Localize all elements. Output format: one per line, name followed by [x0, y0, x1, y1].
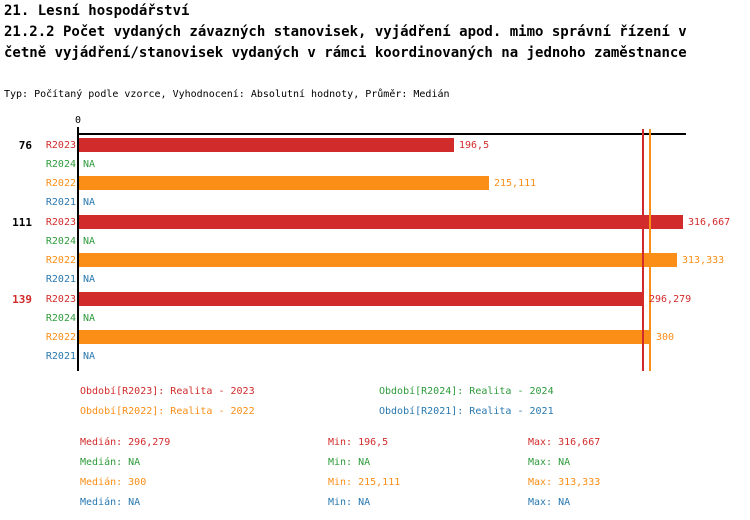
series-label: R2021 [45, 197, 76, 208]
series-label: R2022 [45, 255, 76, 266]
report-meta-line: Typ: Počítaný podle vzorce, Vyhodnocení:… [4, 89, 450, 100]
series-label: R2024 [45, 313, 76, 324]
bar-na-label: NA [83, 274, 96, 285]
stat-max: Max: NA [528, 457, 571, 468]
group-label: 139 [12, 293, 32, 306]
stat-max: Max: NA [528, 497, 571, 508]
bar-value-label: 316,667 [688, 217, 731, 228]
report-title-line1: 21. Lesní hospodářství [4, 3, 190, 19]
y-axis-line [77, 127, 79, 371]
bar-na-label: NA [83, 351, 96, 362]
bar-value-label: 300 [656, 332, 675, 343]
stat-min: Min: 215,111 [328, 477, 401, 488]
bar-na-label: NA [83, 159, 96, 170]
bar [79, 138, 454, 152]
bar-na-label: NA [83, 236, 96, 247]
stat-median: Medián: NA [80, 497, 141, 508]
legend-item: Období[R2024]: Realita - 2024 [379, 386, 554, 397]
median-line [642, 129, 644, 371]
bar [79, 215, 683, 229]
stat-max: Max: 313,333 [528, 477, 601, 488]
bar [79, 330, 651, 344]
bar [79, 253, 677, 267]
group-label: 76 [18, 139, 32, 152]
bar-value-label: 313,333 [682, 255, 725, 266]
series-label: R2022 [45, 178, 76, 189]
median-line [649, 129, 651, 371]
stat-max: Max: 316,667 [528, 437, 601, 448]
series-label: R2024 [45, 159, 76, 170]
report-title-line2: 21.2.2 Počet vydaných závazných stanovis… [4, 24, 687, 40]
bar-na-label: NA [83, 313, 96, 324]
series-label: R2023 [45, 140, 76, 151]
series-label: R2024 [45, 236, 76, 247]
stat-median: Medián: NA [80, 457, 141, 468]
series-label: R2023 [45, 294, 76, 305]
series-label: R2021 [45, 274, 76, 285]
stat-median: Medián: 296,279 [80, 437, 171, 448]
bar-na-label: NA [83, 197, 96, 208]
x-axis-zero-label: 0 [74, 115, 82, 126]
bar-value-label: 196,5 [459, 140, 490, 151]
stat-min: Min: 196,5 [328, 437, 389, 448]
legend-item: Období[R2022]: Realita - 2022 [80, 406, 255, 417]
group-label: 111 [12, 216, 32, 229]
stat-median: Medián: 300 [80, 477, 147, 488]
legend-item: Období[R2021]: Realita - 2021 [379, 406, 554, 417]
series-label: R2023 [45, 217, 76, 228]
x-axis-line [78, 133, 686, 135]
legend-item: Období[R2023]: Realita - 2023 [80, 386, 255, 397]
series-label: R2022 [45, 332, 76, 343]
bar [79, 176, 489, 190]
bar-value-label: 215,111 [494, 178, 537, 189]
stat-min: Min: NA [328, 457, 371, 468]
bar [79, 292, 644, 306]
series-label: R2021 [45, 351, 76, 362]
stat-min: Min: NA [328, 497, 371, 508]
bar-value-label: 296,279 [649, 294, 692, 305]
report-title-line3: četně vyjádření/stanovisek vydaných v rá… [4, 45, 687, 61]
